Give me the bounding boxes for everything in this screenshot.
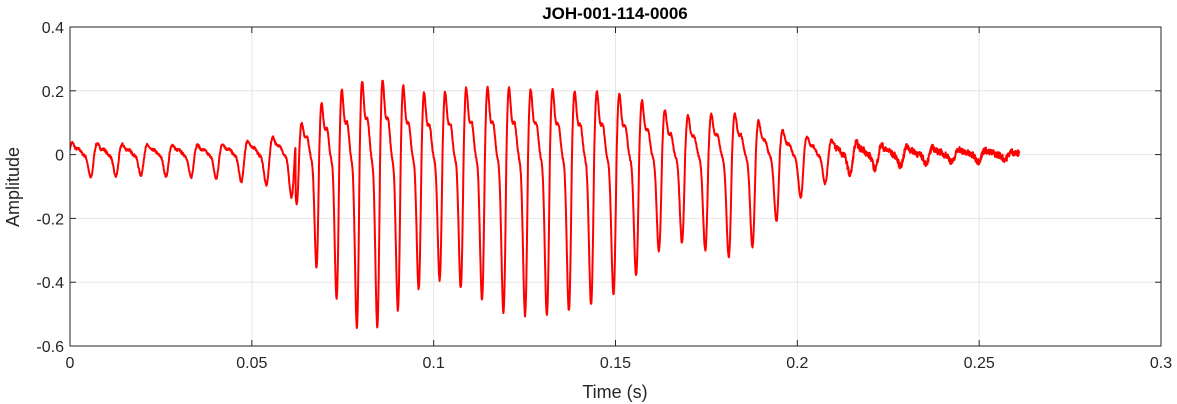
- plot-area: [70, 79, 1021, 330]
- chart-title: JOH-001-114-0006: [542, 4, 688, 23]
- y-tick-label: 0.2: [42, 84, 64, 101]
- y-tick-label: -0.4: [36, 275, 64, 292]
- y-axis-label: Amplitude: [3, 147, 23, 227]
- x-tick-label: 0.1: [423, 355, 445, 372]
- x-axis-ticks: 0 0.05 0.1 0.15 0.2 0.25 0.3: [66, 27, 1172, 372]
- y-tick-label: 0: [55, 148, 64, 165]
- x-axis-label: Time (s): [582, 382, 647, 402]
- x-tick-label: 0.15: [600, 355, 631, 372]
- y-tick-label: -0.6: [36, 339, 64, 356]
- y-tick-label: -0.2: [36, 211, 64, 228]
- waveform-line: [70, 79, 1021, 330]
- x-tick-label: 0.05: [236, 355, 267, 372]
- x-tick-label: 0.2: [786, 355, 808, 372]
- x-tick-label: 0.3: [1150, 355, 1172, 372]
- y-axis-ticks: -0.6 -0.4 -0.2 0 0.2 0.4: [36, 20, 1161, 356]
- x-tick-label: 0.25: [964, 355, 995, 372]
- x-tick-label: 0: [66, 355, 75, 372]
- y-tick-label: 0.4: [42, 20, 64, 37]
